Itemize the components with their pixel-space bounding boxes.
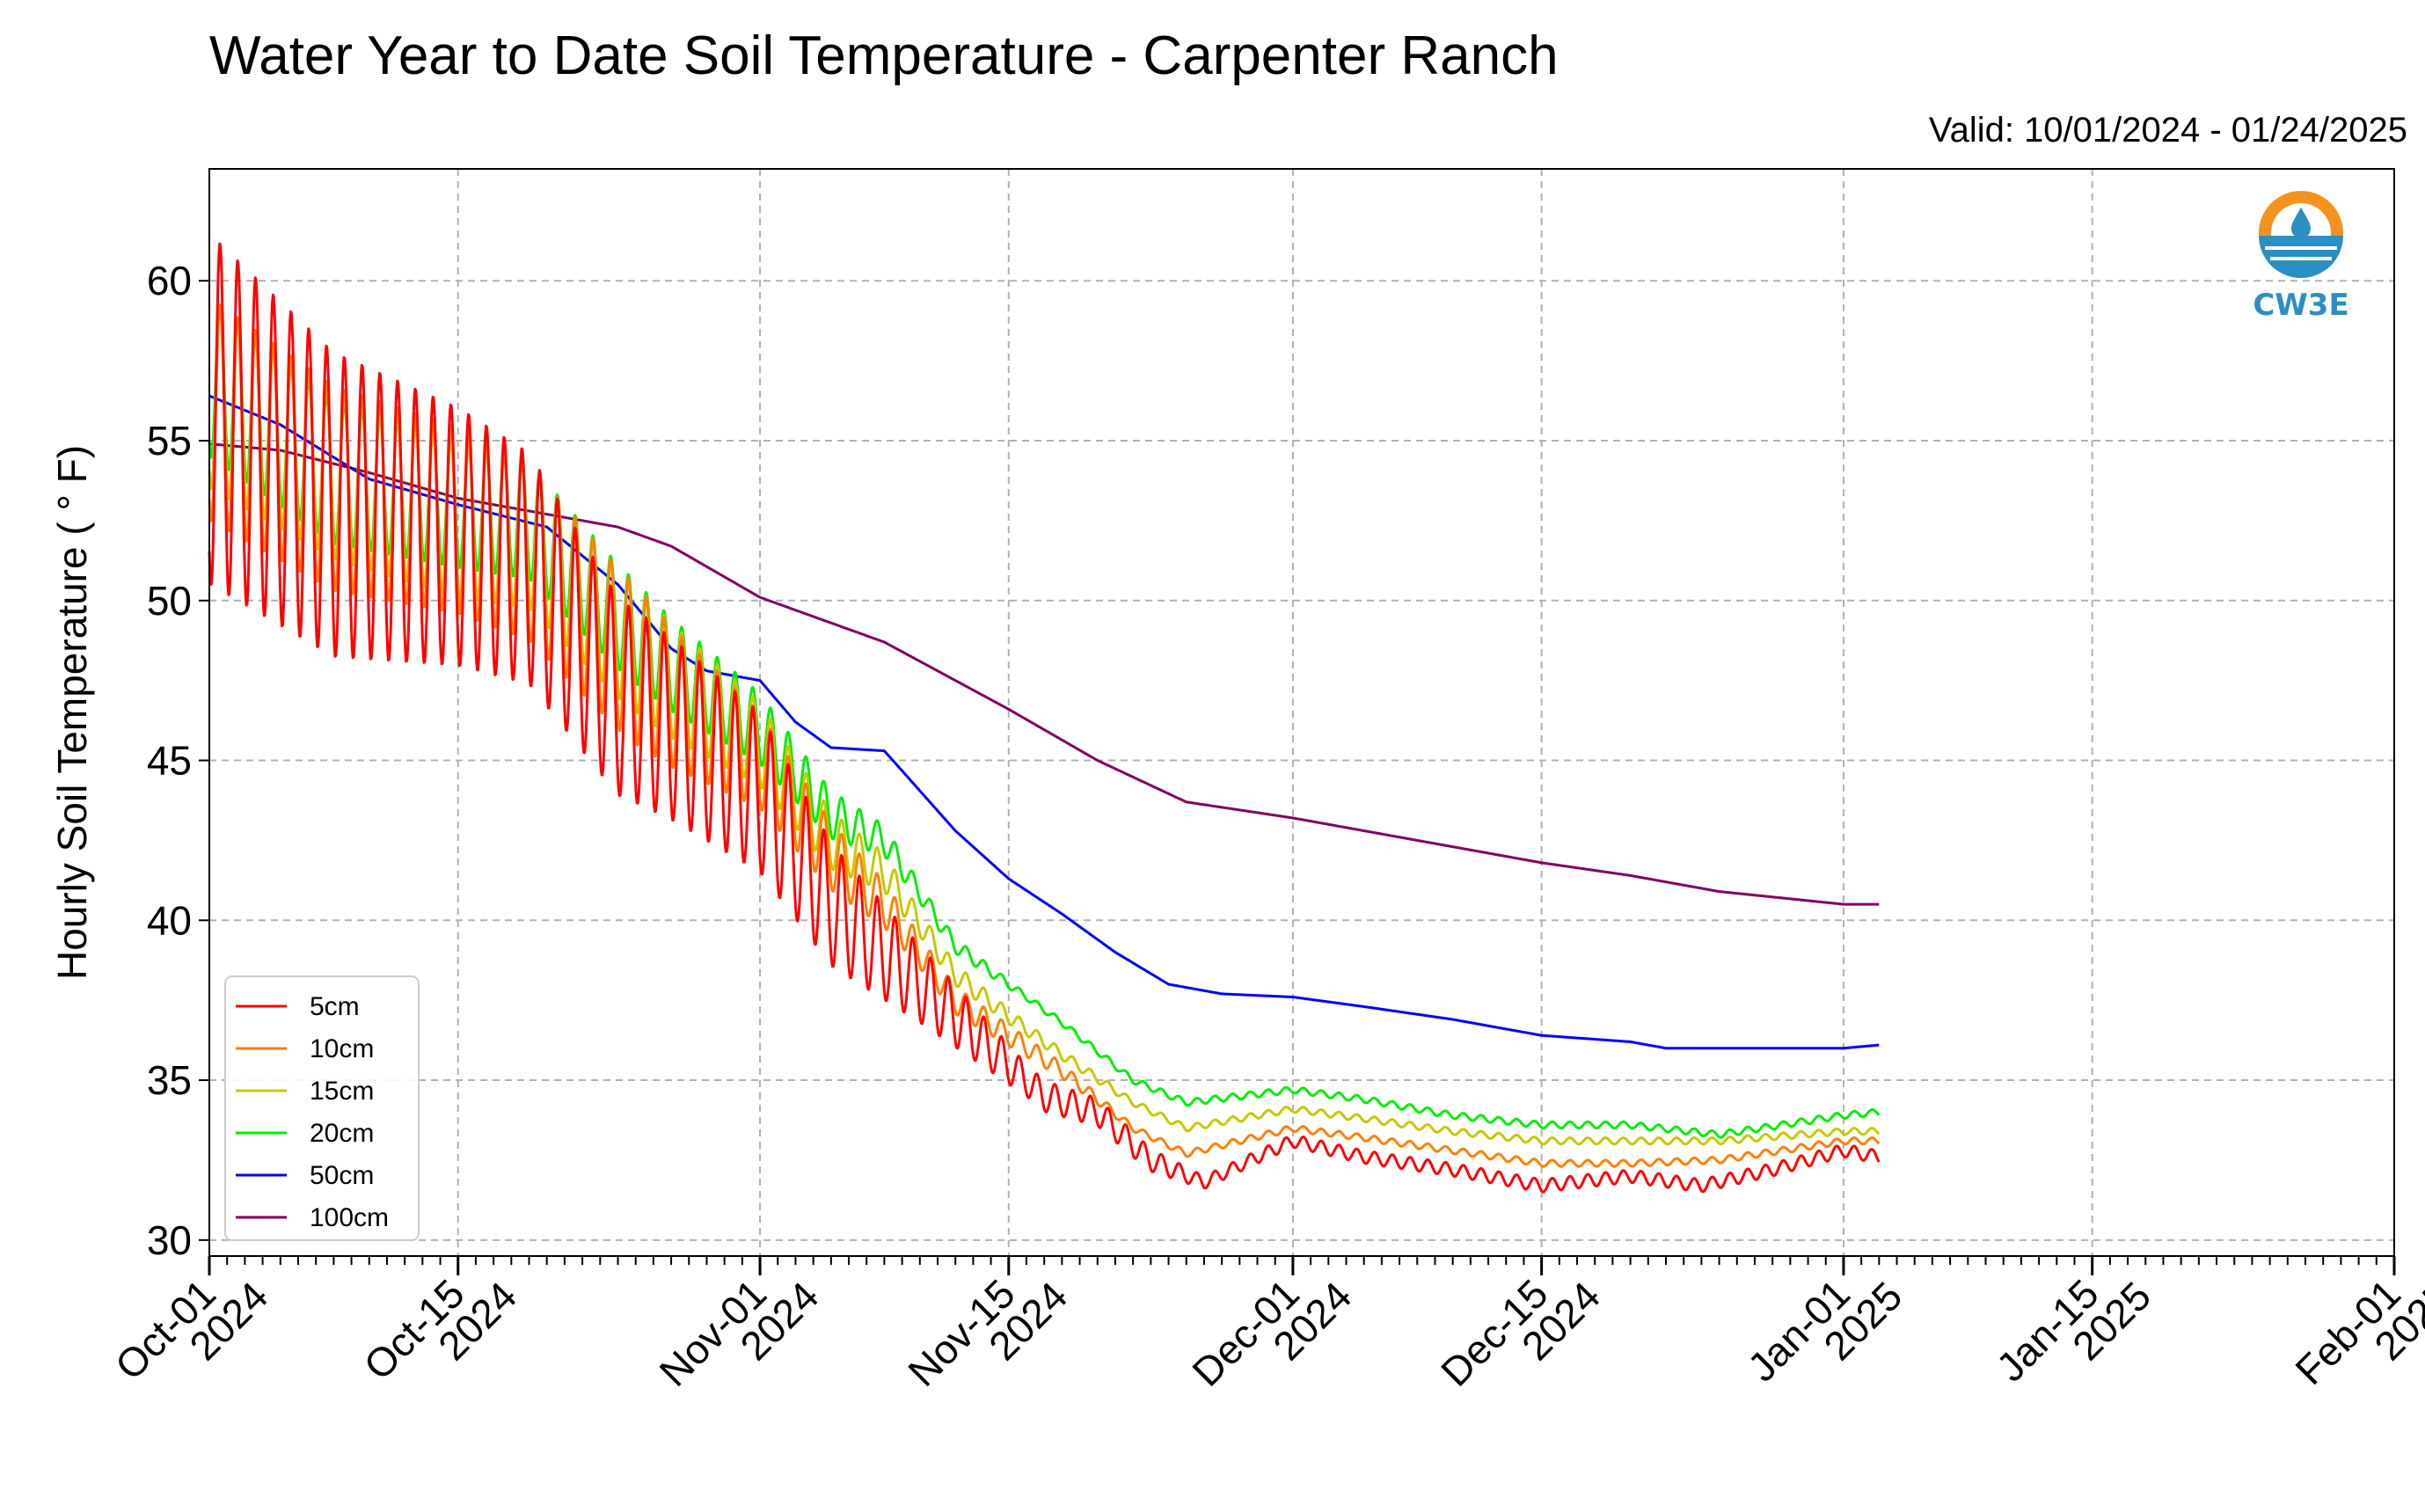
grid-lines <box>208 169 2395 1256</box>
y-tick-label: 30 <box>147 1217 192 1263</box>
y-tick-label: 35 <box>147 1057 192 1103</box>
series-line-100cm <box>208 442 1880 906</box>
valid-date-range: Valid: 10/01/2024 - 01/24/2025 <box>1928 111 2407 150</box>
droplet-icon <box>2291 208 2311 238</box>
series-line-15cm <box>208 303 1881 1146</box>
legend-label-100cm: 100cm <box>310 1203 389 1232</box>
y-tick-label: 40 <box>147 897 192 943</box>
y-axis-label: Hourly Soil Temperature ( ° F) <box>49 445 95 980</box>
chart-title: Water Year to Date Soil Temperature - Ca… <box>209 26 1559 86</box>
series-line-5cm <box>208 242 1881 1194</box>
legend-label-20cm: 20cm <box>310 1119 374 1148</box>
legend: 5cm 10cm 15cm 20cm 50cm 100cm <box>224 975 420 1241</box>
y-tick-label: 55 <box>147 418 192 464</box>
y-tick-label: 60 <box>147 258 192 303</box>
legend-label-10cm: 10cm <box>310 1034 374 1063</box>
series-lines <box>208 242 1881 1194</box>
cw3e-logo: CW3E <box>2248 185 2354 323</box>
legend-label-5cm: 5cm <box>310 992 360 1021</box>
y-tick-label: 50 <box>147 578 192 624</box>
series-line-20cm <box>208 304 1881 1139</box>
y-tick-labels: 30 35 40 45 50 55 60 <box>147 258 192 1263</box>
plot-frame <box>208 168 2395 1257</box>
logo-text: CW3E <box>2253 288 2349 323</box>
cw3e-logo-icon <box>2259 191 2343 278</box>
series-line-50cm <box>208 394 1880 1050</box>
series-line-10cm <box>208 303 1881 1168</box>
legend-label-15cm: 15cm <box>310 1077 374 1106</box>
y-tick-label: 45 <box>147 738 192 784</box>
axis-ticks <box>199 280 2396 1275</box>
legend-label-50cm: 50cm <box>310 1161 374 1190</box>
